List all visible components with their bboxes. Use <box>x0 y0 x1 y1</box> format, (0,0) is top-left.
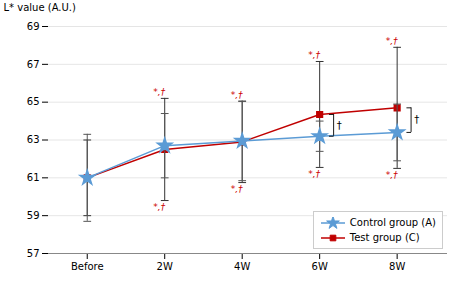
html-text:Control group (A): Control group (A) <box>349 217 436 228</box>
svg-text:*,†: *,† <box>153 202 165 212</box>
svg-text:†: † <box>414 114 419 125</box>
svg-text:†: † <box>337 120 342 131</box>
svg-text:*,†: *,† <box>231 184 243 194</box>
svg-text:61: 61 <box>27 172 40 183</box>
svg-text:59: 59 <box>27 210 40 221</box>
svg-text:2W: 2W <box>157 261 173 272</box>
svg-text:*,†: *,† <box>386 36 398 46</box>
svg-text:L* value (A.U.): L* value (A.U.) <box>4 2 76 13</box>
svg-text:*,†: *,† <box>153 87 165 97</box>
svg-text:65: 65 <box>27 96 40 107</box>
svg-text:4W: 4W <box>234 261 250 272</box>
svg-text:*,†: *,† <box>308 50 320 60</box>
html-text:Test group (C): Test group (C) <box>349 232 420 243</box>
svg-text:*,†: *,† <box>308 169 320 179</box>
svg-text:63: 63 <box>27 134 40 145</box>
svg-text:57: 57 <box>27 248 40 259</box>
svg-text:69: 69 <box>27 21 40 32</box>
svg-text:67: 67 <box>27 59 40 70</box>
svg-text:6W: 6W <box>312 261 328 272</box>
svg-text:*,†: *,† <box>231 90 243 100</box>
svg-text:Before: Before <box>71 261 104 272</box>
svg-text:8W: 8W <box>389 261 405 272</box>
svg-text:*,†: *,† <box>386 170 398 180</box>
